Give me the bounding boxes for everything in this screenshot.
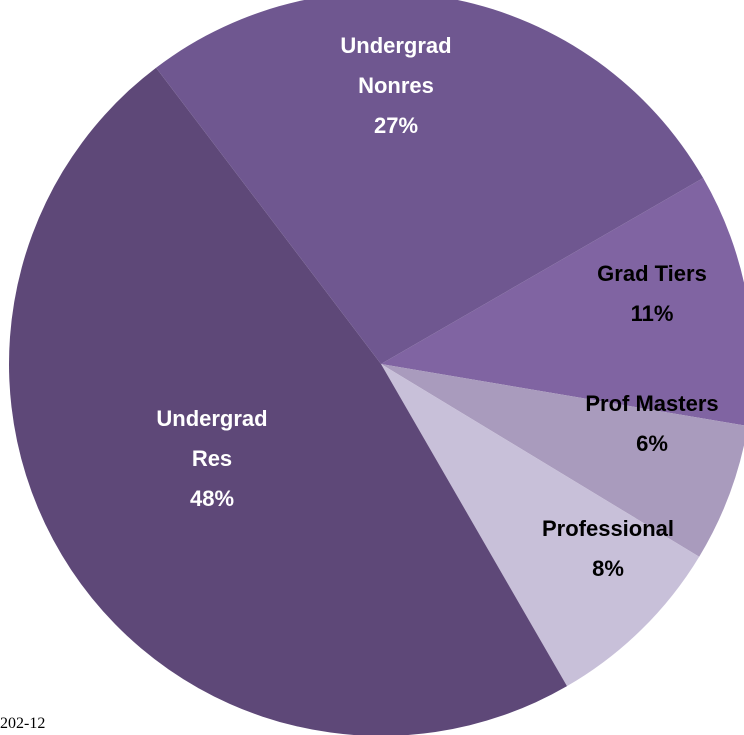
slice-label-1: Prof Masters 6% (585, 391, 718, 456)
slice-label-line-4-0: Undergrad (340, 33, 451, 58)
slice-percent-4: 27% (374, 113, 418, 138)
slice-percent-3: 48% (190, 486, 234, 511)
pie-slice-2 (381, 364, 700, 687)
footnote: 202-12 (0, 715, 46, 732)
slice-label-line-0-0: Grad Tiers (597, 261, 707, 286)
slice-percent-0: 11% (631, 301, 674, 326)
slice-label-0: Grad Tiers 11% (597, 261, 707, 326)
slice-label-line-3-1: Res (192, 446, 232, 471)
pie-slice-4 (156, 0, 704, 364)
slice-percent-2: 8% (592, 556, 624, 581)
slice-label-line-3-0: Undergrad (156, 406, 267, 431)
pie-slice-0 (381, 178, 744, 426)
slice-percent-1: 6% (636, 431, 668, 456)
pie-slice-3 (9, 67, 567, 735)
slice-label-line-1-0: Prof Masters (585, 391, 718, 416)
slice-label-4: Undergrad Nonres 27% (340, 33, 451, 138)
slice-label-line-4-1: Nonres (358, 73, 434, 98)
slice-label-line-2-0: Professional (542, 516, 674, 541)
slice-label-2: Professional 8% (542, 516, 674, 581)
slice-label-3: Undergrad Res 48% (156, 406, 267, 511)
pie-slice-1 (381, 364, 744, 557)
